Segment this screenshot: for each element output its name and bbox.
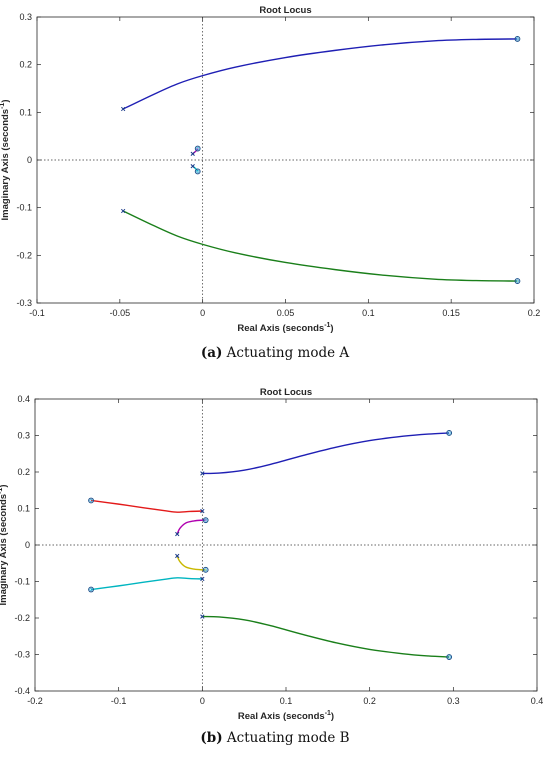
zero-marker-inner: [89, 498, 93, 502]
zero-marker: [514, 36, 521, 42]
pole-marker: [120, 106, 126, 112]
zero-marker: [202, 517, 209, 524]
caption-b-text: Actuating mode B: [222, 730, 350, 746]
zero-marker-inner: [515, 279, 519, 283]
pole-marker: [200, 576, 205, 582]
zero-marker-inner: [89, 588, 93, 592]
zero-marker-inner: [196, 169, 200, 173]
locus-branch-1: [122, 38, 518, 110]
root-locus-chart-a: -0.1 -0.05 0 0.05 0.1 0.15 0.2 -0.3 -0.2 -0.1 0 0.1…: [0, 5, 541, 334]
panel-a: -0.1 -0.05 0 0.05 0.1 0.15 0.2 -0.3 -0.2 -0.1 0 0.1…: [0, 5, 550, 361]
chart-title: Root Locus: [259, 5, 311, 16]
y-tick-label: 0.3: [17, 431, 30, 441]
pole-marker: [175, 531, 180, 537]
x-tick-label: -0.05: [110, 308, 131, 318]
x-axis-label-sup: -1: [325, 710, 331, 717]
y-tick-label: 0: [27, 155, 32, 165]
x-tick-label: -0.1: [111, 696, 127, 706]
x-tick-label: 0.4: [531, 696, 544, 706]
caption-a-text: Actuating mode A: [222, 345, 350, 361]
x-tick-label: 0.3: [447, 696, 460, 706]
y-axis-label-close: ): [0, 485, 9, 488]
caption-a: (a) Actuating mode A: [0, 345, 550, 361]
zero-marker-inner: [196, 147, 200, 151]
pole-marker: [175, 553, 180, 559]
caption-b-label: (b): [200, 730, 223, 746]
x-axis-label: Real Axis (seconds-1): [237, 322, 333, 334]
locus-branch-1: [202, 432, 450, 475]
locus-branch-2: [122, 210, 518, 282]
x-tick-label: 0.15: [442, 308, 460, 318]
x-axis-label-text: Real Axis (seconds: [237, 323, 324, 334]
x-tick-label: 0.05: [277, 308, 295, 318]
locus-branch-2: [202, 615, 450, 658]
y-tick-label: 0: [25, 540, 30, 550]
zero-marker-inner: [447, 655, 451, 659]
x-tick-label: -0.2: [27, 696, 43, 706]
caption-a-label: (a): [200, 345, 223, 361]
zero-marker-inner: [204, 518, 208, 522]
x-axis-label: Real Axis (seconds-1): [238, 710, 334, 722]
zero-marker: [194, 168, 201, 175]
zero-marker: [194, 145, 201, 152]
zero-marker-inner: [515, 37, 519, 41]
y-tick-label: 0.3: [19, 12, 32, 22]
y-axis-label: Imaginary Axis (seconds-1): [0, 485, 9, 606]
x-tick-label: 0: [200, 696, 205, 706]
chart-title: Root Locus: [260, 387, 312, 398]
locus-branch-3: [90, 499, 203, 513]
zero-marker: [88, 497, 94, 504]
panel-b: -0.2 -0.1 0 0.1 0.2 0.3 0.4 -0.4 -0.3 -0.2 -0.1 0 0.…: [0, 379, 550, 758]
y-tick-label: -0.1: [14, 577, 30, 587]
pole-marker: [190, 164, 195, 169]
caption-b: (b) Actuating mode B: [0, 730, 550, 746]
zero-marker: [202, 566, 209, 573]
y-axis-label-close: ): [0, 100, 11, 103]
zero-marker-inner: [204, 568, 208, 572]
x-tick-label: 0.1: [280, 696, 293, 706]
x-tick-label: 0.1: [362, 308, 375, 318]
x-axis-label-close: ): [331, 711, 334, 722]
plot-area: [34, 398, 538, 692]
pole-marker: [200, 508, 205, 514]
zero-marker-inner: [447, 431, 451, 435]
y-tick-label: -0.4: [14, 686, 30, 696]
x-tick-label: 0.2: [363, 696, 376, 706]
y-axis-label: Imaginary Axis (seconds-1): [0, 100, 11, 221]
zero-marker: [446, 654, 453, 660]
y-axis-label-text: Imaginary Axis (seconds: [0, 109, 11, 221]
x-tick-label: 0: [200, 308, 205, 318]
y-tick-label: -0.1: [16, 203, 32, 213]
pole-marker: [190, 151, 195, 156]
root-locus-chart-b: -0.2 -0.1 0 0.1 0.2 0.3 0.4 -0.4 -0.3 -0.2 -0.1 0 0.…: [0, 387, 544, 722]
y-axis-label-sup: -1: [0, 103, 6, 109]
pole-marker: [200, 471, 205, 476]
y-tick-label: 0.2: [19, 60, 32, 70]
y-tick-label: -0.2: [14, 613, 30, 623]
zero-marker: [514, 278, 521, 284]
y-axis-label-sup: -1: [0, 488, 4, 494]
y-axis-label-text: Imaginary Axis (seconds: [0, 494, 9, 606]
y-tick-label: 0.1: [19, 107, 32, 117]
x-axis-label-close: ): [330, 323, 333, 334]
x-tick-label: -0.1: [29, 308, 45, 318]
y-tick-label: 0.2: [17, 467, 30, 477]
locus-branch-4: [90, 577, 203, 591]
x-axis-label-text: Real Axis (seconds: [238, 711, 325, 722]
y-tick-label: 0.4: [17, 394, 30, 404]
x-axis-label-sup: -1: [324, 322, 330, 329]
y-tick-label: -0.3: [16, 298, 32, 308]
y-tick-label: 0.1: [17, 504, 30, 514]
y-tick-label: -0.3: [14, 650, 30, 660]
pole-marker: [200, 614, 205, 619]
x-tick-label: 0.2: [528, 308, 541, 318]
zero-marker: [88, 586, 94, 593]
y-tick-label: -0.2: [16, 250, 32, 260]
pole-marker: [120, 208, 126, 214]
zero-marker: [446, 430, 453, 436]
